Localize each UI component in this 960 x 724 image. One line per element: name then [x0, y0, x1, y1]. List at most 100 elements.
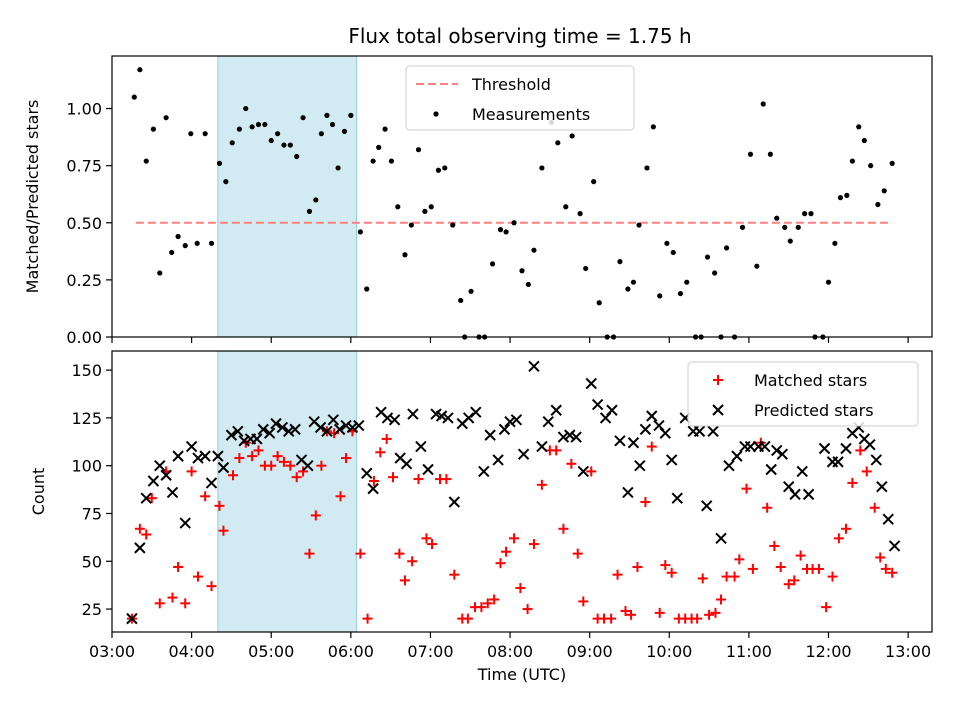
matched-star-point	[355, 548, 366, 559]
x-marker-b	[653, 419, 665, 432]
legend-label: Predicted stars	[754, 401, 874, 420]
matched-star-point	[887, 567, 898, 578]
matched-star-point	[180, 598, 191, 609]
matched-star-point	[146, 493, 157, 504]
x-marker-b	[771, 444, 783, 457]
x-marker-b	[876, 481, 888, 493]
x-marker-b	[577, 465, 590, 478]
measurement-point	[754, 263, 760, 269]
x-tick-label: 10:00	[646, 642, 692, 661]
matched-star-point	[833, 533, 844, 544]
x-marker-b	[179, 517, 191, 529]
matched-star-point	[167, 592, 178, 603]
predicted-star-point	[715, 532, 727, 545]
matched-star-point	[880, 563, 891, 574]
y-tick-label: 0.00	[66, 328, 102, 347]
measurement-point	[774, 215, 780, 221]
y-tick-label: 0.75	[66, 157, 102, 176]
measurement-point	[832, 240, 838, 246]
x-tick-label: 12:00	[805, 642, 851, 661]
predicted-star-point	[415, 440, 427, 453]
predicted-star-point	[166, 486, 179, 499]
predicted-star-point	[646, 410, 658, 422]
y-tick-label: 0.25	[66, 271, 102, 290]
x-marker-b	[308, 416, 320, 428]
measurement-point	[422, 208, 428, 214]
predicted-star-point	[302, 459, 314, 472]
predicted-star-point	[510, 414, 523, 426]
measurement-point	[268, 137, 274, 144]
predicted-star-point	[723, 459, 735, 472]
matched-star-point	[646, 441, 657, 452]
x-marker-b	[789, 488, 801, 501]
x-marker-b	[205, 477, 218, 489]
predicted-star-point	[361, 467, 373, 480]
matched-star-point	[861, 466, 872, 477]
predicted-star-point	[492, 454, 504, 466]
matched-star-point	[875, 552, 886, 563]
measurement-point	[503, 229, 509, 235]
predicted-star-point	[882, 513, 894, 525]
matched-star-point	[747, 563, 758, 574]
y-tick-label: 1.00	[66, 100, 102, 119]
measurement-point	[313, 197, 319, 203]
x-marker-b	[388, 414, 401, 426]
matched-star-point	[200, 491, 211, 502]
matched-star-point	[795, 550, 806, 561]
matched-star-point	[769, 540, 780, 551]
legend: Matched stars Predicted stars	[687, 361, 919, 427]
axes-frame	[111, 55, 933, 338]
axes-frame	[111, 350, 933, 633]
x-marker-b	[375, 406, 387, 418]
x-marker-b	[782, 481, 795, 493]
matched-star-point	[399, 575, 410, 586]
measurement-point	[402, 252, 408, 258]
x-marker-b	[283, 425, 295, 437]
measurement-point	[519, 268, 525, 274]
matched-star-point	[421, 533, 432, 544]
predicted-star-point	[585, 377, 597, 390]
measurement-point	[348, 112, 354, 118]
measurement-point	[677, 290, 684, 297]
x-marker-b	[492, 454, 504, 466]
x-marker-b	[462, 412, 475, 424]
measurement-point	[163, 115, 169, 121]
y-tick-label: 150	[71, 361, 102, 380]
x-tick-label: 05:00	[248, 642, 294, 661]
x-marker-b	[840, 442, 852, 455]
predicted-star-point	[160, 469, 172, 481]
predicted-star-point	[205, 477, 218, 489]
matched-star-point	[449, 569, 460, 580]
matched-star-point	[606, 613, 617, 624]
x-marker-b	[858, 433, 871, 445]
matched-star-point	[381, 433, 392, 444]
predicted-star-point	[832, 456, 844, 468]
x-marker-b	[333, 423, 346, 436]
matched-star-point	[173, 562, 184, 573]
x-marker-b	[715, 532, 727, 545]
matched-star-point	[710, 607, 721, 618]
legend-measurement-swatch	[433, 111, 439, 117]
measurement-point	[712, 270, 718, 276]
measurement-point	[294, 153, 300, 160]
measurement-point	[795, 224, 801, 230]
matched-star-point	[341, 453, 352, 464]
x-marker-b	[430, 408, 442, 420]
predicted-star-point	[283, 425, 295, 437]
predicted-star-point	[257, 423, 269, 436]
matched-star-point	[368, 475, 379, 486]
x-marker-b	[435, 410, 448, 422]
x-marker-b	[723, 459, 735, 472]
measurement-point	[861, 137, 867, 144]
shaded-observing-span	[217, 350, 357, 633]
measurement-point	[555, 140, 561, 146]
matched-star-point	[388, 472, 399, 483]
predicted-star-point	[606, 404, 618, 416]
measurement-point	[243, 105, 249, 112]
predicted-star-point	[802, 488, 815, 501]
measurement-point	[583, 265, 589, 272]
x-marker-b	[570, 431, 582, 443]
x-marker-b	[665, 454, 678, 466]
matched-star-point	[441, 474, 452, 485]
matched-star-point	[335, 491, 346, 502]
